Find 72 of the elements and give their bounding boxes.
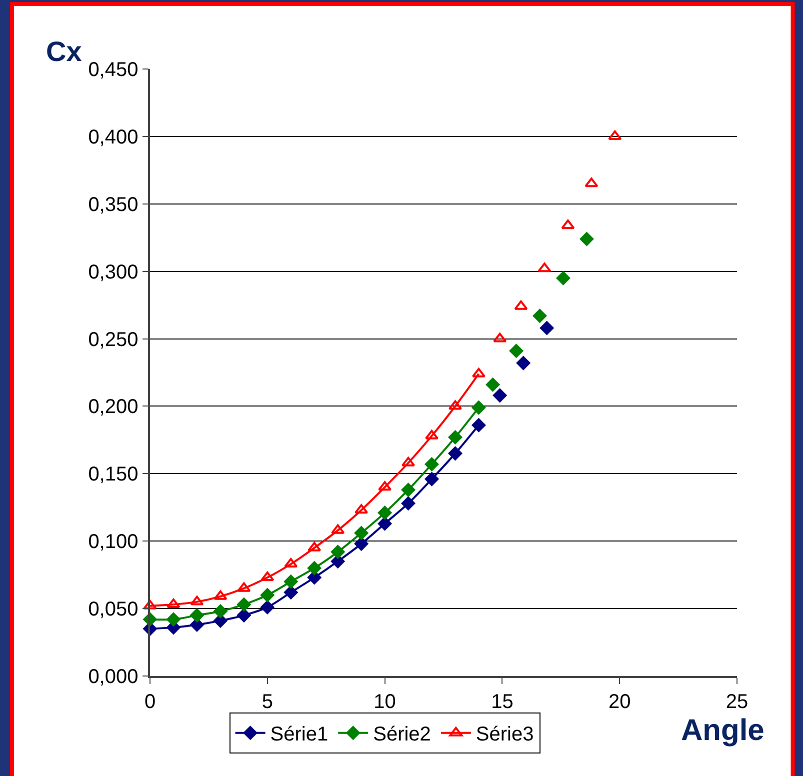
point [538, 262, 552, 272]
point [378, 506, 392, 520]
point [608, 130, 622, 140]
point [166, 612, 180, 626]
point [556, 271, 570, 285]
point [308, 570, 322, 584]
point [493, 332, 507, 342]
point [561, 219, 575, 229]
point [514, 300, 528, 310]
y-tick-label: 0,200 [88, 396, 138, 418]
y-tick-label: 0,050 [88, 598, 138, 621]
point [486, 378, 500, 392]
point [284, 574, 298, 588]
point [308, 561, 322, 575]
point [190, 596, 204, 606]
point [284, 586, 298, 600]
point [378, 516, 392, 530]
y-axis-title: Cx [46, 36, 82, 67]
point [354, 536, 368, 551]
point [354, 504, 368, 514]
point [424, 457, 439, 472]
point [260, 600, 274, 614]
point [493, 388, 507, 402]
y-tick-label: 0,300 [88, 261, 138, 284]
point [284, 558, 298, 568]
point [509, 344, 524, 358]
point [580, 232, 594, 246]
y-tick-label: 0,400 [88, 126, 138, 148]
point [237, 582, 251, 592]
x-tick-label: 5 [262, 690, 273, 713]
point [237, 608, 251, 622]
point [448, 446, 462, 460]
legend-label: Série1 [270, 724, 328, 746]
legend-label: Série2 [373, 724, 431, 746]
y-tick-label: 0,350 [88, 194, 138, 216]
y-tick-label: 0,450 [88, 59, 138, 81]
point [214, 590, 228, 600]
x-tick-label: 25 [726, 690, 748, 713]
point [448, 430, 462, 444]
y-tick-label: 0,250 [88, 328, 138, 351]
point [237, 598, 251, 612]
x-tick-label: 0 [144, 690, 156, 713]
point [402, 456, 416, 466]
point [401, 496, 416, 510]
point [260, 572, 274, 582]
point [472, 368, 486, 378]
point [472, 418, 486, 432]
legend-label: Série3 [476, 724, 534, 746]
point [260, 588, 274, 602]
point [424, 472, 439, 486]
x-tick-label: 20 [608, 690, 631, 713]
point [532, 309, 547, 323]
point [584, 178, 598, 188]
point [308, 542, 322, 552]
point [472, 400, 486, 414]
point [331, 524, 345, 534]
point [330, 545, 345, 559]
point [190, 608, 204, 622]
point [143, 600, 157, 610]
point [166, 598, 180, 608]
x-tick-label: 10 [374, 690, 396, 713]
x-tick-label: 15 [491, 690, 514, 713]
point [354, 526, 368, 540]
point [378, 481, 392, 491]
point [540, 321, 554, 335]
point [516, 356, 530, 370]
x-axis-title: Angle [681, 714, 764, 747]
point [214, 604, 228, 618]
y-tick-label: 0,100 [88, 531, 138, 554]
y-tick-label: 0,000 [88, 666, 138, 688]
y-tick-label: 0,150 [88, 464, 138, 486]
point [401, 483, 416, 497]
